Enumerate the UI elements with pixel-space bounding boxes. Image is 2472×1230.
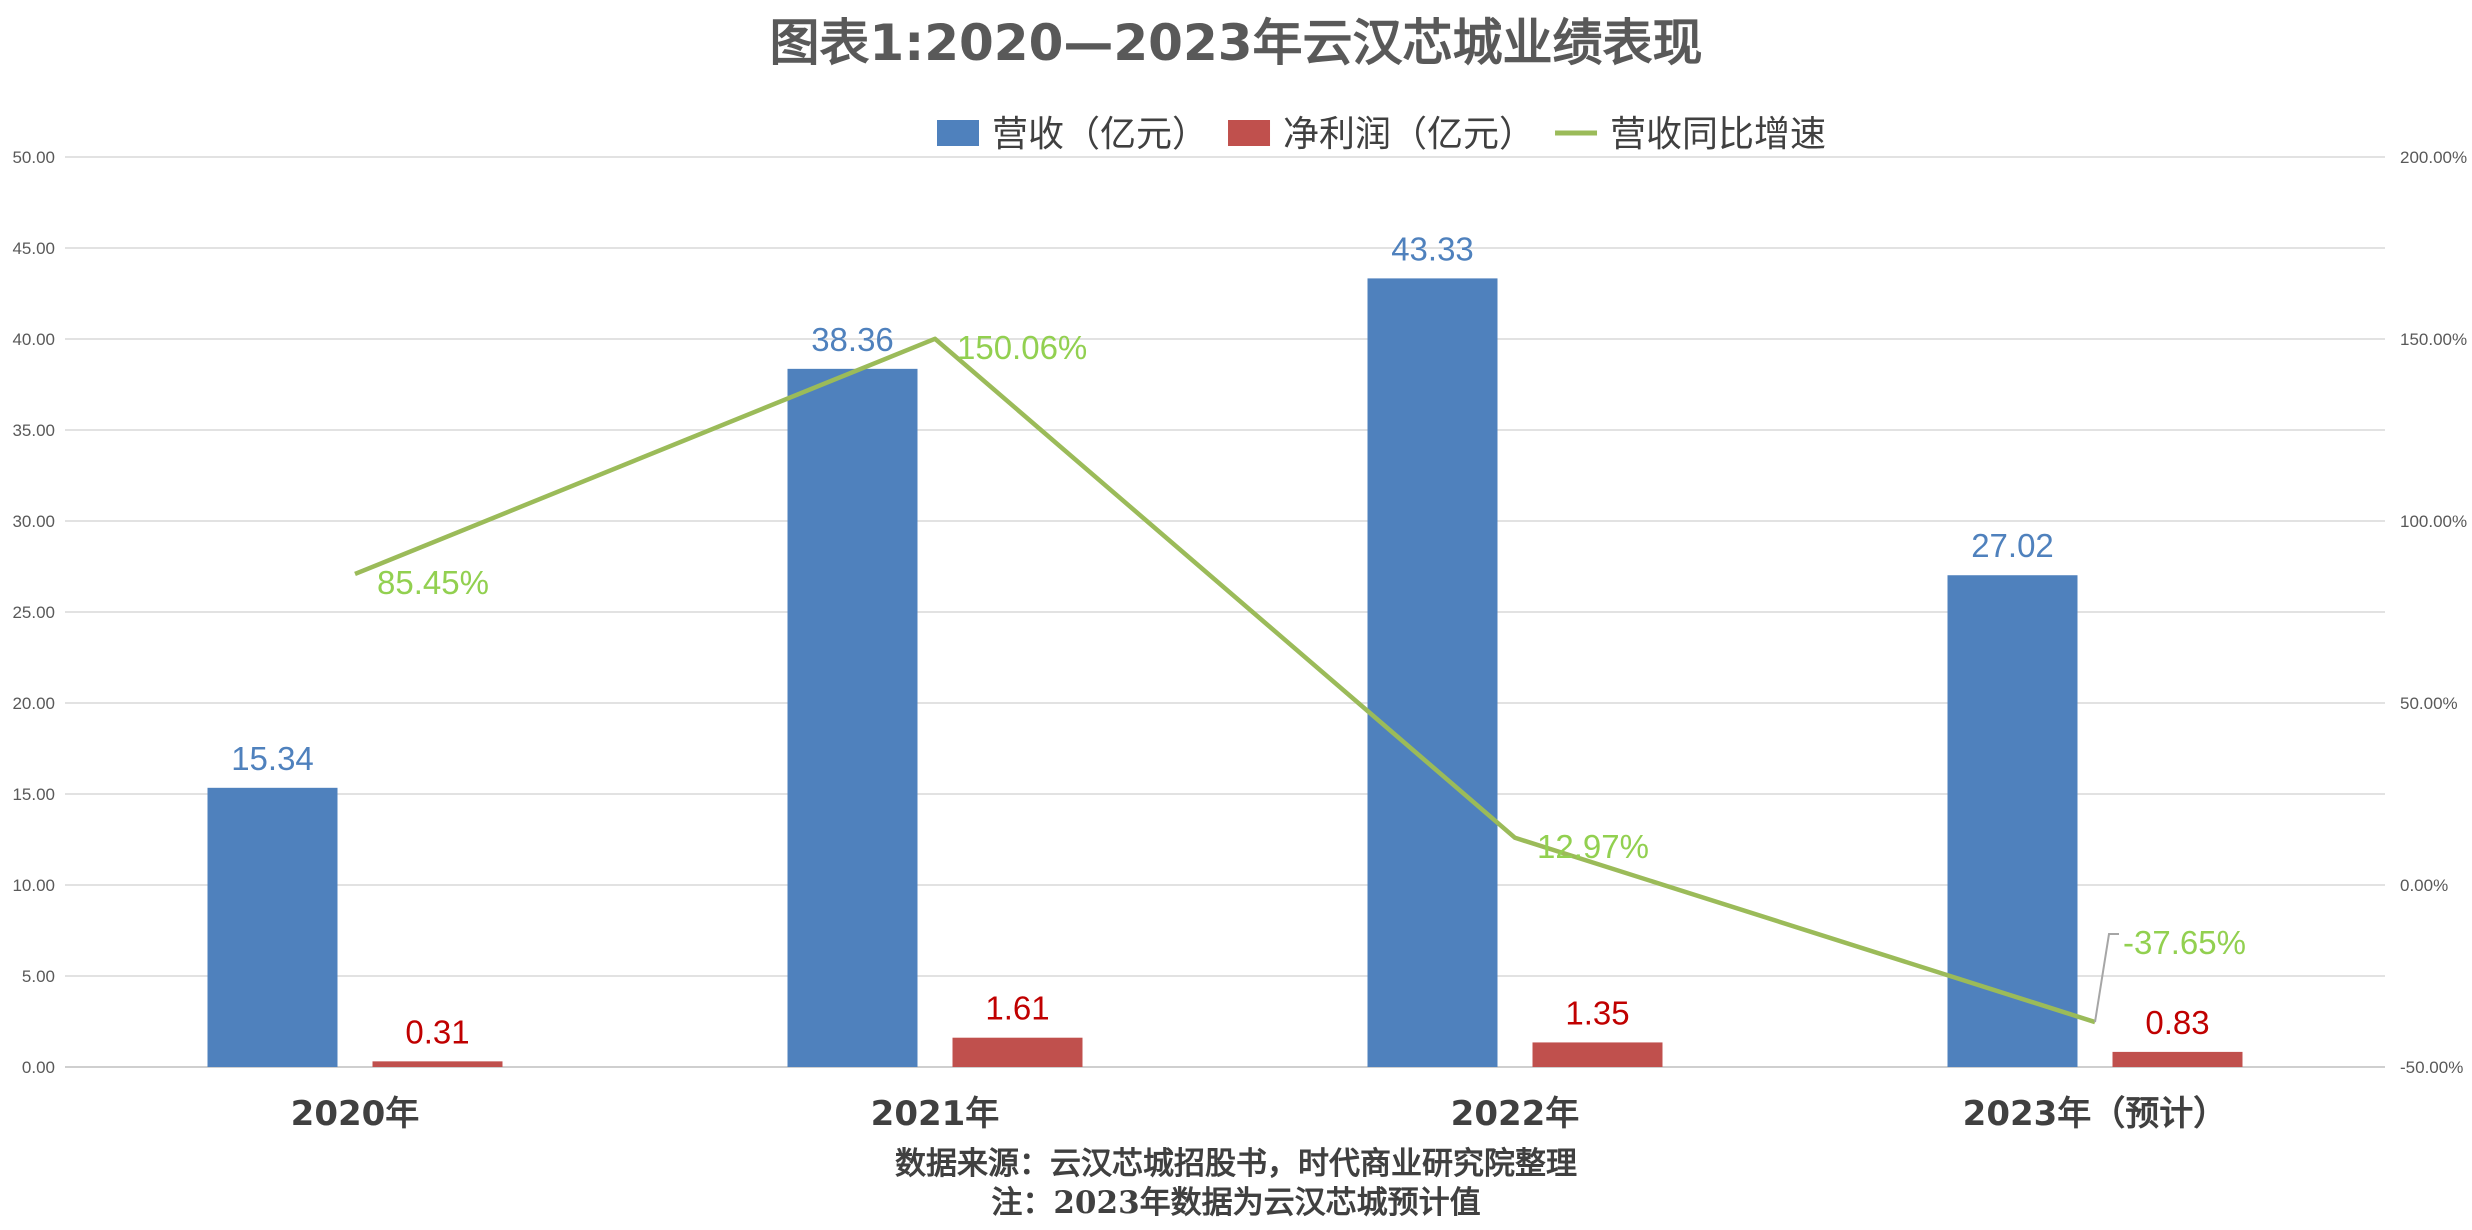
x-tick-label: 2020年 bbox=[291, 1094, 420, 1134]
y-left-tick-label: 5.00 bbox=[22, 967, 55, 986]
y-axis-left: 0.00 5.00 10.00 15.00 20.00 25.00 30.00 35.00 40… bbox=[12, 148, 55, 1077]
y-right-tick-label: 50.00% bbox=[2400, 694, 2458, 713]
revenue-bar bbox=[1367, 278, 1498, 1067]
y-right-tick-label: 100.00% bbox=[2400, 512, 2467, 531]
y-left-tick-label: 20.00 bbox=[12, 694, 55, 713]
revenue-data-label: 27.02 bbox=[1971, 527, 2054, 564]
y-right-tick-label: 150.00% bbox=[2400, 330, 2467, 349]
bars bbox=[207, 278, 2243, 1067]
revenue-data-label: 43.33 bbox=[1391, 230, 1474, 267]
y-left-tick-label: 40.00 bbox=[12, 330, 55, 349]
y-right-tick-label: 0.00% bbox=[2400, 876, 2448, 895]
y-left-tick-label: 25.00 bbox=[12, 603, 55, 622]
legend-swatch bbox=[937, 120, 979, 146]
legend: 营收（亿元） 净利润（亿元） 营收同比增速 bbox=[937, 114, 1826, 155]
chart-title: 图表1:2020—2023年云汉芯城业绩表现 bbox=[769, 14, 1702, 72]
y-left-tick-label: 15.00 bbox=[12, 785, 55, 804]
x-tick-label: 2021年 bbox=[871, 1094, 1000, 1134]
legend-label: 营收（亿元） bbox=[992, 114, 1208, 155]
growth-line bbox=[354, 336, 2119, 1025]
y-right-tick-label: -50.00% bbox=[2400, 1058, 2463, 1077]
growth-data-label: 150.06% bbox=[957, 329, 1087, 366]
revenue-bar bbox=[787, 368, 918, 1067]
revenue-bar bbox=[1947, 575, 2078, 1067]
net-profit-data-label: 0.83 bbox=[2145, 1004, 2209, 1041]
x-tick-label: 2023年（预计） bbox=[1963, 1094, 2228, 1134]
net-profit-bar bbox=[952, 1037, 1083, 1067]
y-left-tick-label: 50.00 bbox=[12, 148, 55, 167]
growth-series-line bbox=[354, 336, 2096, 1025]
revenue-data-label: 38.36 bbox=[811, 321, 894, 358]
y-left-tick-label: 0.00 bbox=[22, 1058, 55, 1077]
growth-data-label: 12.97% bbox=[1537, 828, 1649, 865]
revenue-bar bbox=[207, 787, 338, 1067]
growth-data-label: -37.65% bbox=[2123, 924, 2246, 961]
footnote: 注：2023年数据为云汉芯城预计值 bbox=[991, 1185, 1480, 1221]
y-left-tick-label: 35.00 bbox=[12, 421, 55, 440]
net-profit-bar bbox=[2112, 1051, 2243, 1067]
net-profit-bar bbox=[1532, 1042, 1663, 1067]
x-axis: 2020年 2021年 2022年 2023年（预计） bbox=[291, 1094, 2228, 1134]
net-profit-data-label: 1.35 bbox=[1565, 994, 1629, 1031]
growth-data-label: 85.45% bbox=[377, 564, 489, 601]
net-profit-data-label: 0.31 bbox=[405, 1013, 469, 1050]
growth-label-leader bbox=[2094, 933, 2119, 1023]
y-axis-right: -50.00% 0.00% 50.00% 100.00% 150.00% 200.00% bbox=[2400, 148, 2467, 1077]
revenue-data-label: 15.34 bbox=[231, 740, 314, 777]
net-profit-bar bbox=[372, 1061, 503, 1067]
x-tick-label: 2022年 bbox=[1451, 1094, 1580, 1134]
legend-swatch bbox=[1228, 120, 1271, 146]
y-left-tick-label: 10.00 bbox=[12, 876, 55, 895]
net-profit-data-label: 1.61 bbox=[985, 990, 1049, 1027]
legend-label: 营收同比增速 bbox=[1610, 114, 1826, 155]
legend-label: 净利润（亿元） bbox=[1283, 114, 1535, 155]
data-labels: 15.34 38.36 43.33 27.02 0.31 1.61 1.35 0.83 85.4… bbox=[231, 230, 2246, 1050]
source-note: 数据来源：云汉芯城招股书，时代商业研究院整理 bbox=[895, 1146, 1577, 1182]
y-left-tick-label: 30.00 bbox=[12, 512, 55, 531]
y-left-tick-label: 45.00 bbox=[12, 239, 55, 258]
y-right-tick-label: 200.00% bbox=[2400, 148, 2467, 167]
